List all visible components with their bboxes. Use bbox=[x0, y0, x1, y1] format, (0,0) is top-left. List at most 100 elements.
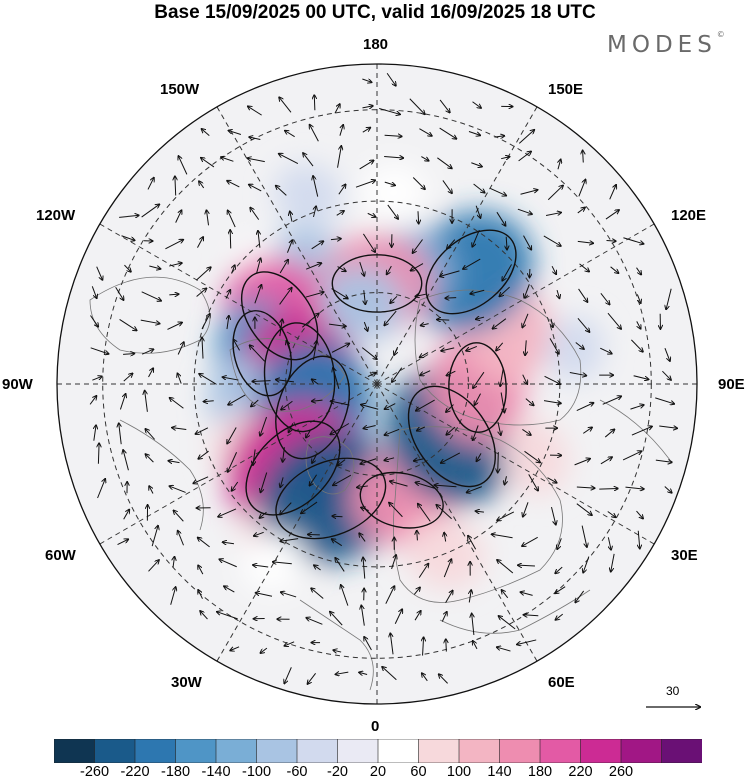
contour-loop bbox=[275, 457, 387, 540]
wind-arrow bbox=[312, 400, 323, 401]
wind-arrow bbox=[261, 647, 268, 653]
wind-arrow bbox=[391, 555, 397, 570]
wind-arrow bbox=[418, 504, 431, 522]
wind-arrow bbox=[337, 146, 342, 168]
colorbar-tick-label: 20 bbox=[369, 764, 387, 780]
wind-arrow bbox=[492, 534, 513, 539]
contour-loop bbox=[240, 271, 319, 361]
lon-label-150w: 150W bbox=[160, 81, 200, 98]
colorbar-segment bbox=[256, 739, 298, 763]
wind-arrow bbox=[310, 474, 318, 486]
wind-arrow bbox=[312, 341, 316, 361]
wind-arrow bbox=[333, 650, 342, 652]
wind-arrow bbox=[666, 288, 672, 309]
wind-arrow bbox=[121, 235, 135, 241]
lon-label-60w: 60W bbox=[45, 547, 76, 564]
wind-arrow bbox=[445, 591, 453, 604]
wind-arrow bbox=[169, 294, 178, 295]
wind-arrow bbox=[361, 347, 377, 359]
wind-arrow bbox=[522, 313, 529, 328]
wind-arrow bbox=[576, 503, 592, 515]
wind-arrow bbox=[442, 180, 452, 193]
wind-arrow bbox=[659, 426, 677, 428]
wind-arrow bbox=[198, 565, 204, 575]
wind-arrow bbox=[336, 211, 344, 216]
colorbar-segment bbox=[539, 739, 582, 763]
wind-arrow bbox=[419, 128, 431, 136]
wind-arrow bbox=[392, 367, 403, 382]
wind-arrow bbox=[362, 106, 372, 108]
wind-arrow bbox=[225, 290, 230, 299]
wind-arrow bbox=[463, 258, 481, 269]
wind-arrow bbox=[364, 290, 366, 304]
wind-arrow bbox=[476, 511, 484, 512]
wind-arrow bbox=[422, 673, 428, 682]
wind-arrow bbox=[284, 667, 292, 683]
wind-arrow bbox=[169, 461, 180, 463]
wind-arrow bbox=[148, 560, 158, 572]
wind-arrow bbox=[256, 593, 273, 597]
wind-arrow bbox=[175, 210, 182, 223]
wind-arrow bbox=[227, 316, 229, 330]
colorbar-segment bbox=[337, 739, 379, 763]
wind-arrow bbox=[384, 181, 395, 185]
wind-arrow bbox=[631, 339, 642, 352]
lon-label-30e: 60E bbox=[548, 674, 575, 691]
wind-arrow bbox=[633, 375, 649, 380]
wind-arrow bbox=[555, 586, 566, 593]
wind-arrow bbox=[170, 587, 176, 605]
wind-arrow bbox=[609, 185, 616, 200]
colorbar-segment bbox=[458, 739, 501, 763]
colorbar-tick-label: -260 bbox=[79, 764, 110, 780]
wind-arrow bbox=[472, 101, 481, 108]
wind-arrow bbox=[98, 443, 99, 464]
wind-arrow bbox=[385, 428, 400, 435]
wind-arrow bbox=[631, 426, 652, 436]
wind-arrow bbox=[149, 266, 160, 269]
wind-arrow bbox=[254, 285, 261, 304]
wind-arrow bbox=[447, 239, 456, 249]
wind-arrow bbox=[604, 429, 614, 438]
wind-arrow bbox=[123, 353, 134, 354]
wind-arrow bbox=[524, 615, 539, 616]
wind-arrow bbox=[200, 611, 208, 620]
wind-arrow bbox=[359, 533, 366, 542]
wind-arrow bbox=[493, 318, 507, 329]
wind-arrow bbox=[303, 153, 314, 167]
plot-title: Base 15/09/2025 00 UTC, valid 16/09/2025… bbox=[154, 2, 596, 23]
wind-arrow bbox=[390, 633, 394, 655]
wind-arrow bbox=[497, 421, 501, 435]
wind-arrow bbox=[386, 72, 396, 85]
wind-arrow bbox=[228, 211, 236, 228]
colorbar-tick-label: -100 bbox=[241, 764, 272, 780]
wind-arrow bbox=[471, 162, 482, 167]
wind-arrow bbox=[662, 370, 670, 380]
wind-arrow bbox=[610, 266, 619, 273]
wind-arrow bbox=[600, 293, 610, 304]
wind-arrow bbox=[199, 181, 205, 189]
wind-arrow bbox=[625, 487, 643, 489]
wind-arrow bbox=[198, 538, 210, 548]
wind-arrow bbox=[437, 157, 451, 168]
wind-arrow bbox=[524, 450, 540, 462]
wind-arrow bbox=[446, 404, 454, 412]
wind-arrow bbox=[414, 611, 421, 621]
wind-arrow bbox=[622, 451, 641, 461]
wind-arrow bbox=[178, 531, 184, 546]
wind-arrow bbox=[149, 486, 154, 494]
wind-arrow bbox=[170, 398, 184, 409]
wind-arrow bbox=[336, 672, 349, 674]
wind-arrow bbox=[583, 151, 584, 163]
wind-arrow bbox=[638, 530, 640, 549]
lon-label-30w: 30W bbox=[171, 674, 202, 691]
wind-arrow bbox=[311, 241, 324, 250]
wind-arrow bbox=[218, 508, 237, 517]
colorbar-tick-label: 180 bbox=[527, 764, 553, 780]
wind-arrow bbox=[248, 158, 265, 163]
wind-arrow bbox=[223, 377, 239, 381]
wind-arrow bbox=[364, 425, 376, 429]
wind-arrow bbox=[475, 205, 480, 218]
wind-arrow bbox=[249, 137, 261, 140]
wind-arrow bbox=[525, 340, 526, 355]
colorbar-segment bbox=[499, 739, 541, 763]
